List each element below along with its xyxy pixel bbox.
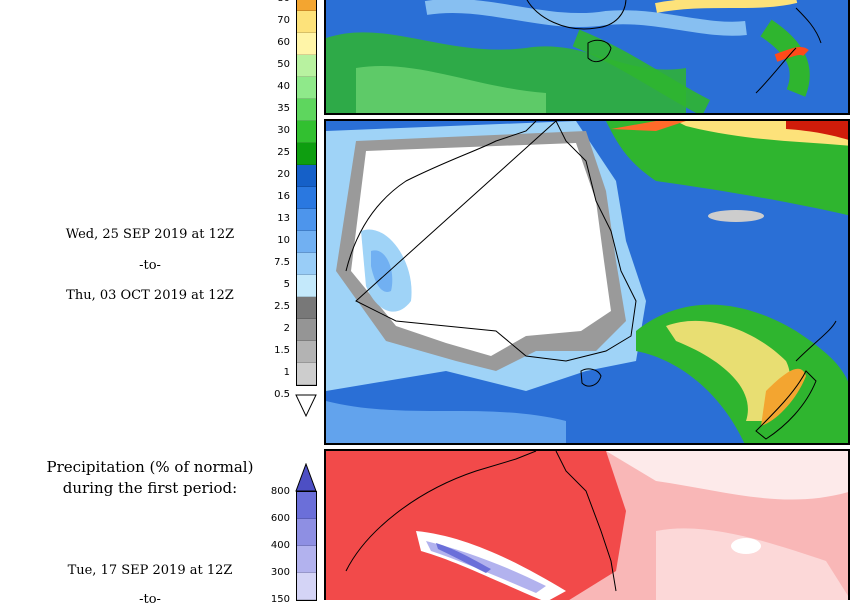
colorbar-swatch <box>297 341 316 363</box>
pct-colorbar-top-arrow <box>295 463 317 492</box>
period2-end-date: Thu, 03 OCT 2019 at 12Z <box>66 288 234 303</box>
period2-start-date: Wed, 25 SEP 2019 at 12Z <box>65 227 235 242</box>
colorbar-swatch <box>297 209 316 231</box>
colorbar-swatch <box>297 492 316 519</box>
pct-normal-map-period1 <box>324 449 850 600</box>
colorbar-swatch <box>297 77 316 99</box>
colorbar-swatch <box>297 275 316 297</box>
period1-start-date: Tue, 17 SEP 2019 at 12Z <box>67 563 233 578</box>
colorbar-swatch <box>297 319 316 341</box>
colorbar-swatch <box>297 0 316 11</box>
period2-separator: -to- <box>139 258 161 273</box>
colorbar-swatch <box>297 363 316 385</box>
pct-normal-colorbar <box>296 491 317 601</box>
precipitation-colorbar <box>296 0 317 386</box>
colorbar-swatch <box>297 519 316 546</box>
colorbar-swatch <box>297 165 316 187</box>
precip-map-period2 <box>324 119 850 445</box>
colorbar-swatch <box>297 55 316 77</box>
colorbar-swatch <box>297 33 316 55</box>
colorbar-swatch <box>297 253 316 275</box>
precip-map-top-partial <box>324 0 850 115</box>
colorbar-swatch <box>297 297 316 319</box>
colorbar-swatch <box>297 187 316 209</box>
colorbar-bottom-arrow <box>295 394 317 418</box>
colorbar-swatch <box>297 11 316 33</box>
pct-normal-heading: Precipitation (% of normal) during the f… <box>20 457 280 499</box>
colorbar-swatch <box>297 121 316 143</box>
colorbar-swatch <box>297 231 316 253</box>
pct-normal-heading-line1: Precipitation (% of normal) <box>46 458 254 476</box>
colorbar-swatch <box>297 546 316 573</box>
colorbar-swatch <box>297 99 316 121</box>
colorbar-swatch <box>297 143 316 165</box>
colorbar-swatch <box>297 573 316 600</box>
pct-normal-heading-line2: during the first period: <box>62 479 238 497</box>
